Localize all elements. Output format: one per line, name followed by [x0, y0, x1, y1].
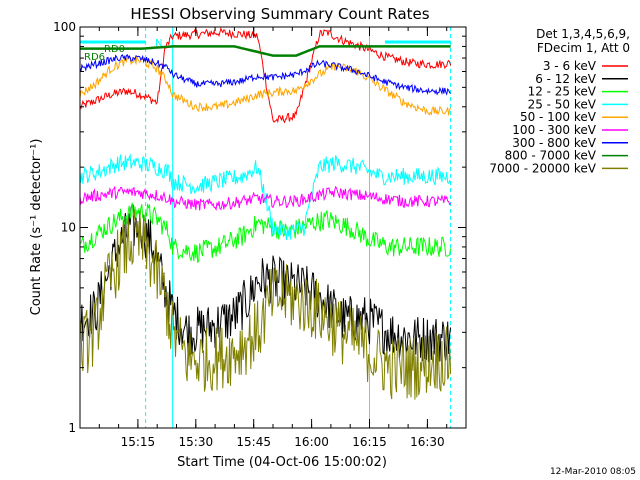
legend-label: 12 - 25 keV	[528, 85, 597, 99]
annotation-label: RD6	[84, 52, 105, 63]
y-axis-label: Count Rate (s⁻¹ detector⁻¹)	[29, 139, 44, 316]
footer-timestamp: 12-Mar-2010 08:05	[550, 467, 636, 477]
legend-label: 800 - 7000 keV	[505, 149, 597, 163]
legend-label: 100 - 300 keV	[512, 123, 596, 137]
series-line-5	[79, 185, 451, 211]
x-tick-label: 16:30	[410, 435, 445, 449]
series-line-3	[79, 153, 452, 241]
legend-label: 50 - 100 keV	[520, 110, 597, 124]
y-tick-label: 10	[61, 221, 76, 235]
series-lines	[79, 26, 452, 400]
y-tick-label: 100	[53, 20, 76, 34]
series-line-1	[79, 204, 452, 363]
legend-label: 3 - 6 keV	[543, 59, 597, 73]
legend-label: 25 - 50 keV	[528, 97, 597, 111]
legend: Det 1,3,4,5,6,9,FDecim 1, Att 0 3 - 6 keV…	[489, 27, 630, 175]
chart-title: HESSI Observing Summary Count Rates	[130, 5, 429, 23]
annotation-label: RD0	[104, 44, 125, 55]
x-tick-label: 15:45	[236, 435, 271, 449]
series-line-6	[79, 54, 451, 96]
legend-label: 300 - 800 keV	[512, 136, 596, 150]
x-tick-label: 15:15	[121, 435, 156, 449]
legend-header-line: FDecim 1, Att 0	[537, 41, 630, 55]
legend-label: 7000 - 20000 keV	[489, 161, 596, 175]
series-line-7	[80, 45, 451, 57]
x-tick-label: 15:30	[179, 435, 214, 449]
series-line-8	[79, 209, 452, 400]
series-line-2	[79, 202, 452, 264]
axes: 1 10 100 15:15 15:30 15:45 16:00 16:15 16:30	[53, 20, 466, 449]
y-tick-label: 1	[68, 421, 76, 435]
x-axis-label: Start Time (04-Oct-06 15:00:02)	[177, 455, 387, 470]
series-line-4	[79, 55, 452, 116]
legend-label: 6 - 12 keV	[535, 72, 597, 86]
legend-header-line: Det 1,3,4,5,6,9,	[536, 27, 630, 41]
x-tick-label: 16:15	[352, 435, 387, 449]
annotation-label: N	[155, 38, 162, 49]
x-tick-label: 16:00	[294, 435, 329, 449]
